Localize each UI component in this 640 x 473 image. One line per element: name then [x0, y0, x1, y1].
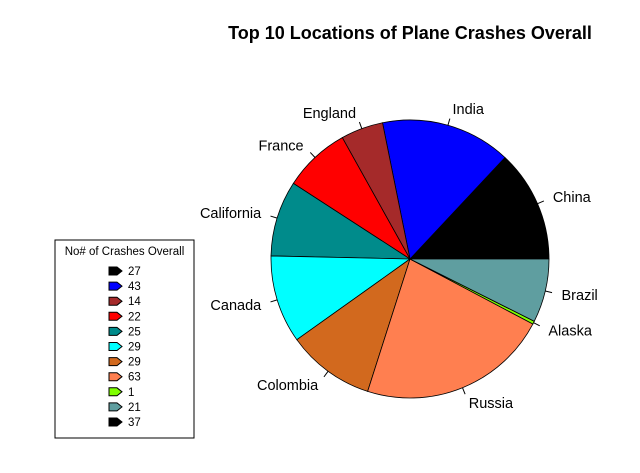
- legend-entry-label-5: 29: [128, 342, 141, 354]
- legend-entry-label-10: 37: [128, 417, 141, 429]
- pie-tick-england: [358, 121, 363, 129]
- pie-slice-canada: [270, 255, 412, 341]
- pie-tick-brazil: [545, 290, 553, 294]
- legend-title: No# of Crashes Overall: [65, 246, 185, 258]
- legend-entry-label-4: 25: [128, 326, 141, 338]
- legend-entries: 27 43 14 22 25 29 29 63 1 21 37: [108, 266, 141, 429]
- pie-label-india: India: [453, 102, 485, 118]
- legend-box: [54, 239, 195, 439]
- pie-slices: [270, 119, 550, 399]
- legend-symbol-7: [108, 372, 123, 382]
- legend-symbol-10: [108, 417, 123, 427]
- pie-slice-brazil: [409, 258, 550, 322]
- legend-symbol-5: [108, 342, 123, 351]
- pie-label-alaska: Alaska: [548, 323, 592, 339]
- legend-symbol-2: [108, 296, 123, 306]
- legend-symbol-6: [108, 357, 123, 367]
- legend-symbol-8: [108, 387, 123, 397]
- legend-symbol-1: [108, 281, 123, 291]
- pie-tick-france: [309, 152, 316, 158]
- pie-tick-canada: [270, 299, 278, 303]
- pie-tick-china: [537, 200, 545, 205]
- pie-label-colombia: Colombia: [257, 378, 319, 394]
- legend-entry-label-0: 27: [128, 266, 141, 278]
- legend-entry-label-7: 63: [128, 372, 141, 384]
- legend-entry-label-1: 43: [128, 281, 141, 293]
- pie-tick-california: [270, 215, 278, 219]
- pie-label-england: England: [303, 106, 356, 122]
- pie-label-france: France: [258, 138, 303, 154]
- pie-slice-china: [409, 156, 550, 260]
- pie-label-california: California: [200, 206, 262, 222]
- legend: No# of Crashes Overall 27 43 14 22 25 29 29 63 1…: [54, 239, 195, 439]
- pie-tick-alaska: [533, 322, 540, 327]
- legend-symbol-3: [108, 311, 123, 321]
- legend-entry-label-8: 1: [128, 387, 134, 399]
- legend-entry-label-3: 22: [128, 311, 141, 323]
- pie-label-china: China: [553, 190, 592, 206]
- chart-title: Top 10 Locations of Plane Crashes Overal…: [228, 23, 592, 43]
- legend-symbol-0: [108, 266, 123, 276]
- legend-entry-label-2: 14: [128, 296, 141, 308]
- legend-symbol-9: [108, 402, 123, 412]
- legend-entry-label-9: 21: [128, 402, 141, 414]
- pie-tick-russia: [462, 387, 466, 395]
- pie-label-canada: Canada: [210, 298, 262, 314]
- legend-entry-label-6: 29: [128, 357, 141, 369]
- pie-tick-colombia: [323, 370, 329, 378]
- pie-slice-india: [382, 119, 506, 260]
- pie-label-russia: Russia: [469, 396, 514, 412]
- pie-tick-india: [447, 118, 451, 126]
- legend-symbol-4: [108, 326, 123, 336]
- pie-label-brazil: Brazil: [562, 288, 598, 304]
